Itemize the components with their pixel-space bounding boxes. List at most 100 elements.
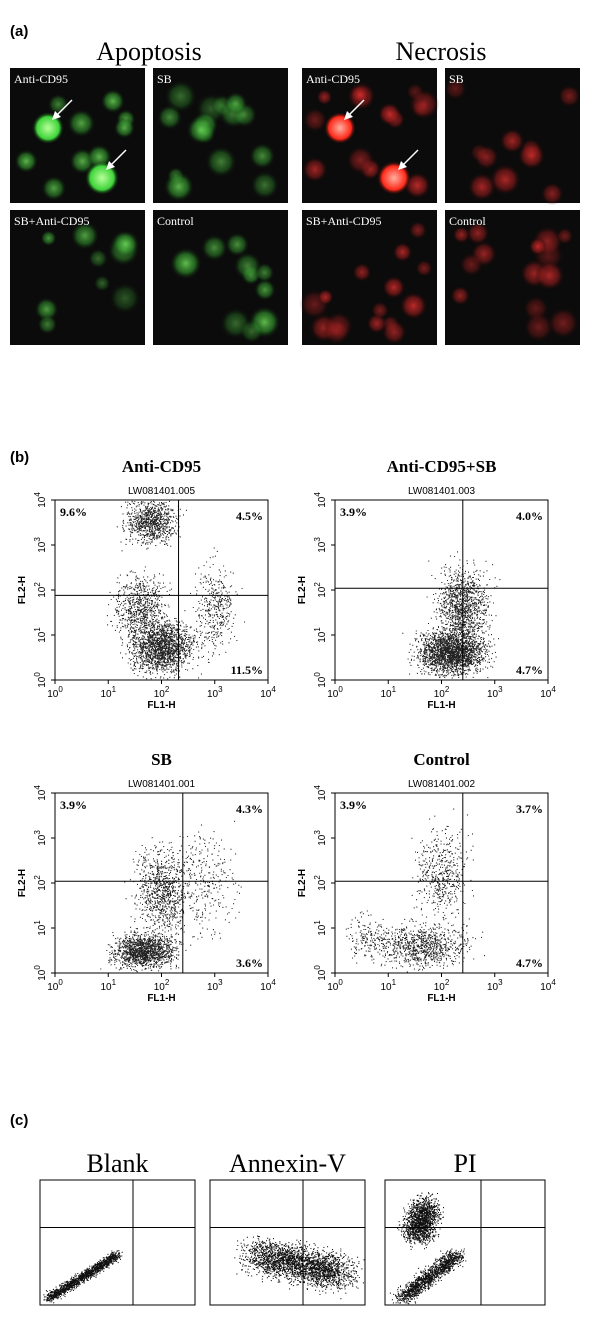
panel-caption: Control [157, 214, 194, 228]
plot-title: PI [453, 1149, 476, 1178]
tick-base: 10 [37, 496, 48, 508]
panel-caption: SB+Anti-CD95 [14, 214, 89, 228]
tick-label: 100 [47, 685, 63, 700]
quadrant-percent: 4.5% [236, 509, 263, 523]
micrograph: Control [445, 210, 580, 345]
micrograph: SB [153, 68, 288, 203]
event-dots [100, 820, 242, 973]
arrow-head [52, 111, 61, 120]
y-axis-label: FL2-H [297, 576, 308, 604]
x-axis-label: FL1-H [427, 993, 455, 1004]
panel-caption: Anti-CD95 [306, 72, 360, 86]
cell-blob [113, 117, 136, 139]
tick-base: 10 [317, 879, 328, 891]
tick-exponent: 0 [338, 978, 343, 987]
cell-blob [399, 291, 428, 320]
bright-cell [324, 112, 356, 144]
file-id: LW081401.002 [408, 779, 476, 790]
arrow-head [106, 161, 115, 170]
cell-blob [381, 319, 407, 345]
cell-blob [467, 172, 497, 202]
cell-blob [540, 182, 564, 206]
cell-blob [489, 163, 521, 196]
tick-base: 10 [37, 789, 48, 801]
tick-base: 10 [540, 982, 552, 993]
cell-blob [317, 288, 334, 306]
cell-blob [346, 145, 375, 175]
tick-label: 104 [540, 978, 556, 993]
cell-blob [164, 80, 197, 113]
tick-base: 10 [434, 689, 446, 700]
quadrant-percent: 3.9% [340, 505, 367, 519]
cell-blob [67, 109, 96, 138]
quadrant-percent: 3.7% [516, 802, 543, 816]
bright-cell [85, 161, 119, 195]
cell-blob [233, 252, 262, 280]
tick-base: 10 [37, 879, 48, 891]
plot-frame [209, 1179, 366, 1306]
tick-label: 104 [313, 492, 328, 508]
tick-label: 104 [33, 785, 48, 801]
tick-exponent: 3 [33, 830, 42, 835]
cell-blob [201, 234, 228, 262]
tick-base: 10 [327, 689, 339, 700]
plot-frame [384, 1179, 546, 1306]
event-dots [43, 1250, 123, 1304]
plot-title: Annexin-V [229, 1149, 346, 1178]
cell-blob [371, 301, 390, 320]
micrograph: SB+Anti-CD95 [299, 210, 437, 345]
cell-blob [547, 307, 579, 339]
tick-base: 10 [207, 689, 219, 700]
tick-base: 10 [154, 689, 166, 700]
quadrant-percent: 3.6% [236, 956, 263, 970]
tick-label: 103 [207, 685, 223, 700]
tick-base: 10 [317, 834, 328, 846]
tick-base: 10 [47, 982, 59, 993]
cell-blob [534, 260, 565, 291]
tick-exponent: 2 [165, 978, 170, 987]
tick-base: 10 [37, 834, 48, 846]
tick-base: 10 [207, 982, 219, 993]
tick-exponent: 4 [551, 978, 556, 987]
cell-blob [249, 142, 276, 170]
tick-base: 10 [487, 982, 499, 993]
flow-plot: Blank [39, 1149, 196, 1306]
tick-base: 10 [37, 924, 48, 936]
cell-blob [163, 171, 194, 202]
cell-blob [459, 252, 484, 277]
quadrant-percent: 4.7% [516, 663, 543, 677]
cell-blob [452, 226, 471, 244]
cell-blob [41, 175, 67, 201]
tick-base: 10 [317, 969, 328, 981]
tick-base: 10 [317, 496, 328, 508]
tick-label: 101 [313, 627, 328, 643]
y-axis-label: FL2-H [17, 576, 28, 604]
cell-blob [302, 107, 328, 133]
cell-blob [37, 314, 58, 335]
tick-label: 101 [380, 978, 396, 993]
tick-base: 10 [37, 586, 48, 598]
tick-base: 10 [260, 982, 272, 993]
tick-label: 101 [313, 920, 328, 936]
tick-label: 103 [313, 537, 328, 553]
tick-exponent: 0 [313, 965, 322, 970]
panel-caption: SB [449, 72, 464, 86]
tick-exponent: 4 [313, 785, 322, 790]
tick-exponent: 1 [392, 978, 397, 987]
tick-base: 10 [540, 689, 552, 700]
tick-exponent: 4 [33, 492, 42, 497]
cell-blob [40, 230, 57, 247]
tick-exponent: 2 [33, 582, 42, 587]
tick-exponent: 0 [33, 672, 42, 677]
tick-base: 10 [487, 689, 499, 700]
cell-blob [239, 319, 264, 344]
tick-label: 100 [313, 672, 328, 688]
cell-blob [70, 221, 100, 250]
tick-label: 104 [260, 978, 276, 993]
cell-blob [377, 102, 402, 126]
plot-frame [39, 1179, 196, 1306]
cell-blob [408, 221, 427, 240]
tick-exponent: 3 [498, 978, 503, 987]
micrograph: Control [153, 210, 288, 345]
